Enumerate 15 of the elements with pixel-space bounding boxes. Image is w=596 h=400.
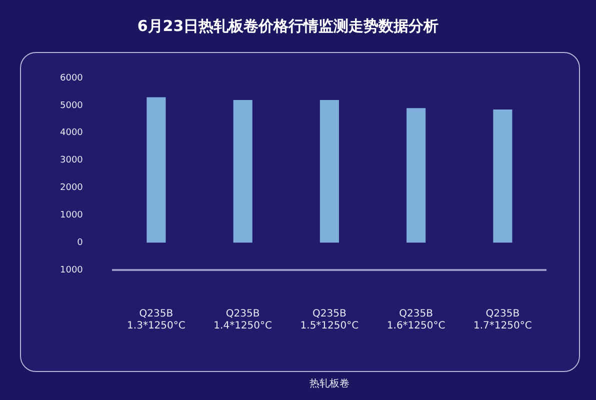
chart-title: 6月23日热轧板卷价格行情监测走势数据分析 — [137, 16, 439, 35]
x-tick-label: Q235B 1.5*1250°C — [300, 308, 359, 332]
y-tick-label: 0 — [77, 238, 84, 248]
y-tick-label: 4000 — [60, 128, 84, 138]
y-tick-label: 1000 — [60, 210, 84, 220]
y-tick-label: 3000 — [60, 156, 84, 166]
x-tick-label: Q235B 1.4*1250°C — [214, 308, 272, 332]
x-tick-label: Q235B 1.7*1250°C — [474, 308, 532, 332]
y-tick-label: 6000 — [60, 73, 84, 84]
x-axis-title: 热轧板卷 — [309, 378, 350, 390]
y-tick-label: 5000 — [60, 100, 84, 111]
y-tick-label: 2000 — [60, 183, 84, 194]
x-tick-label: Q235B 1.6*1250°C — [386, 308, 446, 332]
x-tick-label: Q235B 1.3*1250°C — [127, 308, 186, 332]
y-tick-label: 1000 — [60, 265, 84, 276]
